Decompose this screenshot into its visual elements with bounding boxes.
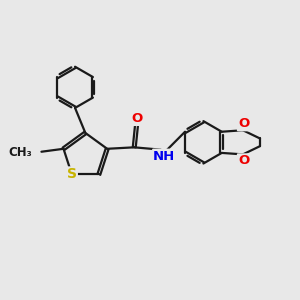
Text: S: S [67, 167, 77, 182]
Text: O: O [131, 112, 142, 125]
Text: O: O [238, 117, 249, 130]
Text: O: O [238, 154, 249, 167]
Text: NH: NH [153, 150, 176, 163]
Text: CH₃: CH₃ [8, 146, 32, 159]
